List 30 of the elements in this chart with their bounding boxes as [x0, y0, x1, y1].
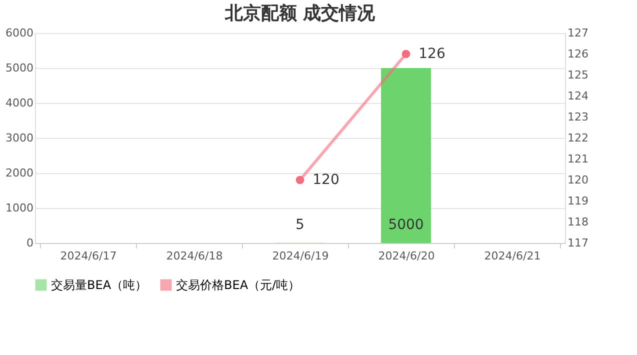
- x-tick-label: 2024/6/19: [272, 250, 329, 262]
- y2-tick-label: 122: [568, 132, 588, 144]
- y2-tick-label: 125: [568, 68, 588, 82]
- data-label: 5000: [388, 217, 424, 233]
- x-tick-label: 2024/6/20: [378, 250, 435, 262]
- y2-tick-label: 123: [568, 110, 588, 124]
- y2-tick-label: 126: [568, 48, 588, 60]
- y-tick-label: 2000: [6, 166, 34, 180]
- y2-tick-label: 120: [568, 174, 588, 186]
- y-tick-label: 5000: [6, 62, 34, 74]
- y2-tick-label: 127: [568, 26, 588, 40]
- y2-tick-label: 121: [568, 152, 588, 166]
- y2-tick-label: 124: [568, 90, 588, 102]
- y-tick-label: 1000: [6, 202, 34, 214]
- y-tick-label: 6000: [6, 26, 34, 40]
- data-label: 5: [296, 217, 304, 233]
- y-tick-label: 3000: [6, 132, 34, 144]
- chart-title: 北京配额 成交情况: [224, 3, 376, 24]
- y2-tick-label: 117: [568, 236, 588, 250]
- data-label: 126: [418, 46, 446, 62]
- x-tick-label: 2024/6/21: [484, 250, 541, 262]
- y2-tick-label: 119: [568, 194, 588, 208]
- x-tick-label: 2024/6/18: [166, 250, 223, 262]
- data-label: 120: [312, 172, 340, 188]
- y2-tick-label: 118: [568, 216, 588, 228]
- legend-label: 交易量BEA（吨）: [51, 278, 148, 292]
- x-tick-label: 2024/6/17: [60, 250, 117, 262]
- legend-label: 交易价格BEA（元/吨）: [176, 278, 300, 292]
- y-tick-label: 0: [26, 236, 34, 250]
- y-tick-label: 4000: [6, 96, 34, 110]
